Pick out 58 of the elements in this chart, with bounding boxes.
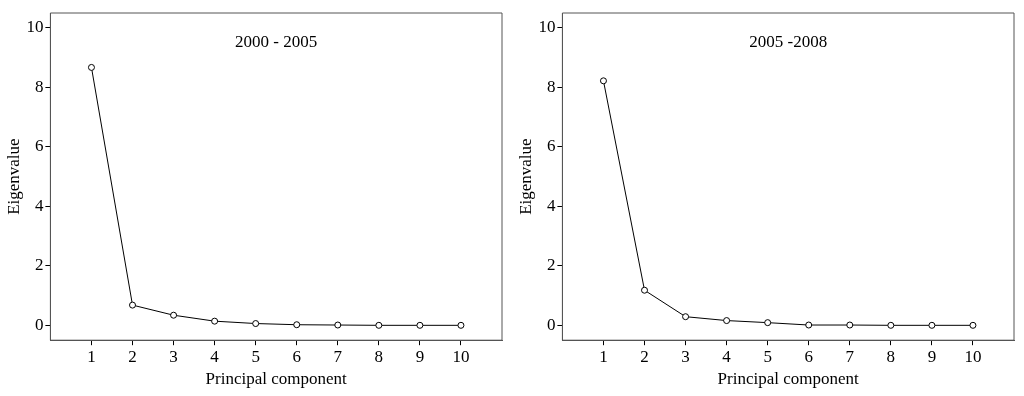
point: [457, 321, 465, 329]
point: [846, 321, 854, 329]
point: [599, 77, 607, 85]
x-tick-label: 1: [87, 346, 96, 366]
x-tick-label: 4: [210, 346, 220, 366]
y-tick-label: 6: [34, 136, 44, 156]
x-tick-label: 10: [452, 346, 470, 366]
point: [641, 286, 649, 294]
point: [416, 321, 424, 329]
y-tick-label: 2: [34, 255, 44, 275]
y-tick-label: 4: [34, 195, 44, 215]
point: [723, 317, 731, 325]
y-tick-label: 8: [34, 76, 44, 96]
x-tick-label: 7: [333, 346, 343, 366]
x-tick-label: 3: [681, 346, 690, 366]
x-tick-label: 10: [964, 346, 982, 366]
y-axis-title: Eigenvalue: [3, 138, 23, 215]
x-axis-title: Principal component: [205, 369, 348, 389]
point: [334, 321, 342, 329]
y-axis-title: Eigenvalue: [515, 138, 535, 215]
y-tick-label: 6: [546, 136, 556, 156]
x-tick-label: 5: [251, 346, 260, 366]
point: [969, 321, 977, 329]
text: 2005 -2008: [749, 32, 828, 52]
x-tick-label: 8: [374, 346, 384, 366]
text: 2000 - 2005: [235, 32, 318, 52]
point: [170, 311, 178, 319]
point: [805, 321, 813, 329]
y-tick-label: 10: [538, 17, 556, 37]
x-tick-label: 3: [169, 346, 178, 366]
y-tick-label: 4: [546, 195, 556, 215]
point: [252, 320, 260, 328]
point: [293, 321, 301, 329]
point: [764, 319, 772, 327]
x-tick-label: 5: [763, 346, 772, 366]
x-tick-label: 7: [845, 346, 855, 366]
y-tick-label: 10: [26, 17, 44, 37]
x-tick-label: 9: [927, 346, 937, 366]
x-tick-label: 6: [804, 346, 813, 366]
y-tick-label: 0: [34, 314, 44, 334]
y-tick-label: 0: [546, 314, 556, 334]
x-tick-label: 1: [599, 346, 608, 366]
y-tick-label: 8: [546, 76, 556, 96]
point: [887, 321, 895, 329]
x-tick-label: 8: [886, 346, 896, 366]
y-tick-label: 2: [546, 255, 556, 275]
x-tick-label: 2: [128, 346, 137, 366]
x-tick-label: 4: [722, 346, 732, 366]
point: [87, 63, 95, 71]
x-tick-label: 9: [415, 346, 425, 366]
point: [129, 301, 137, 309]
x-tick-label: 6: [292, 346, 301, 366]
x-tick-label: 2: [640, 346, 649, 366]
point: [211, 317, 219, 325]
x-axis-title: Principal component: [717, 369, 860, 389]
point: [375, 321, 383, 329]
point: [682, 313, 690, 321]
point: [928, 321, 936, 329]
